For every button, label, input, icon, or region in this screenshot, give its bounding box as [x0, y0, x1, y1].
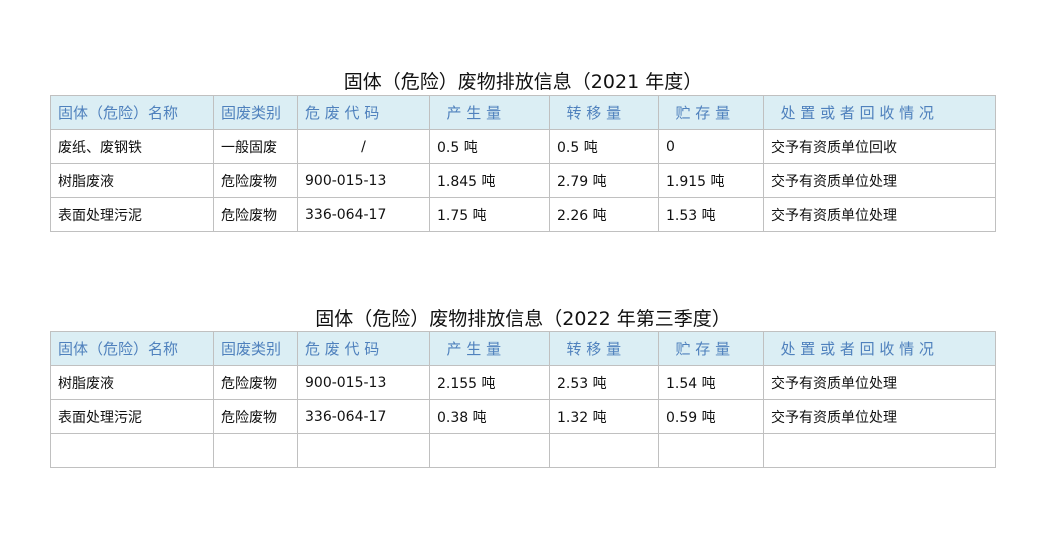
- table-cell: 交予有资质单位处理: [763, 163, 996, 198]
- table-cell: 2.79 吨: [549, 163, 659, 198]
- table-cell: 0.5 吨: [549, 129, 659, 164]
- column-header: 转 移 量: [549, 95, 659, 130]
- table-cell: 2.53 吨: [549, 365, 659, 400]
- table-cell: 表面处理污泥: [50, 197, 214, 232]
- table-cell: /: [297, 129, 430, 164]
- table-cell: 0: [658, 129, 764, 164]
- table-cell: 0.5 吨: [429, 129, 550, 164]
- header-row: 固体（危险）名称 固废类别危 废 代 码 产 生 量 转 移 量 贮 存 量 处 …: [50, 95, 996, 130]
- column-header: 固废类别: [213, 331, 298, 366]
- table-cell: 一般固废: [213, 129, 298, 164]
- table-cell: 危险废物: [213, 163, 298, 198]
- table-cell: 危险废物: [213, 365, 298, 400]
- table-cell: 0.59 吨: [658, 399, 764, 434]
- table-cell: 2.26 吨: [549, 197, 659, 232]
- table-cell: 1.53 吨: [658, 197, 764, 232]
- table-cell: 交予有资质单位处理: [763, 399, 996, 434]
- column-header: 危 废 代 码: [297, 95, 430, 130]
- table-cell: 336-064-17: [297, 197, 430, 232]
- column-header: 处 置 或 者 回 收 情 况: [763, 331, 996, 366]
- table-cell: 1.32 吨: [549, 399, 659, 434]
- column-header: 固体（危险）名称: [50, 331, 214, 366]
- table-cell: 900-015-13: [297, 163, 430, 198]
- column-header: 贮 存 量: [658, 331, 764, 366]
- table-cell: 1.845 吨: [429, 163, 550, 198]
- table-cell: [213, 433, 298, 468]
- table-cell: [658, 433, 764, 468]
- column-header: 固废类别: [213, 95, 298, 130]
- table-cell: 1.54 吨: [658, 365, 764, 400]
- column-header: 固体（危险）名称: [50, 95, 214, 130]
- table-cell: 900-015-13: [297, 365, 430, 400]
- table-cell: 树脂废液: [50, 365, 214, 400]
- table-row: 树脂废液 危险废物 900-015-13 1.845 吨 2.79 吨 1.915 吨交予…: [50, 163, 996, 198]
- table-cell: 废纸、废钢铁: [50, 129, 214, 164]
- table-row: 废纸、废钢铁 一般固废/0.5 吨 0.5 吨 0 交予有资质单位回收: [50, 129, 996, 164]
- column-header: 危 废 代 码: [297, 331, 430, 366]
- table-cell: [297, 433, 430, 468]
- table-cell: 1.915 吨: [658, 163, 764, 198]
- table-cell: 2.155 吨: [429, 365, 550, 400]
- table-row: 表面处理污泥 危险废物 336-064-17 0.38 吨 1.32 吨 0.59 吨交予…: [50, 399, 996, 434]
- table1-title: 固体（危险）废物排放信息（2021 年度）: [343, 71, 703, 93]
- column-header: 产 生 量: [429, 331, 550, 366]
- column-header: 贮 存 量: [658, 95, 764, 130]
- table-cell: 交予有资质单位回收: [763, 129, 996, 164]
- table-cell: 交予有资质单位处理: [763, 365, 996, 400]
- table-cell: 1.75 吨: [429, 197, 550, 232]
- table-cell: 0.38 吨: [429, 399, 550, 434]
- column-header: 处 置 或 者 回 收 情 况: [763, 95, 996, 130]
- column-header: 转 移 量: [549, 331, 659, 366]
- table-row: 表面处理污泥 危险废物 336-064-17 1.75 吨 2.26 吨 1.53 吨交予…: [50, 197, 996, 232]
- header-row: 固体（危险）名称 固废类别危 废 代 码 产 生 量 转 移 量 贮 存 量 处 …: [50, 331, 996, 366]
- table2-title: 固体（危险）废物排放信息（2022 年第三季度）: [315, 308, 731, 330]
- table1: 固体（危险）名称 固废类别危 废 代 码 产 生 量 转 移 量 贮 存 量 处 …: [50, 95, 996, 232]
- table-cell: [549, 433, 659, 468]
- table-cell: 336-064-17: [297, 399, 430, 434]
- table-cell: 危险废物: [213, 399, 298, 434]
- column-header: 产 生 量: [429, 95, 550, 130]
- table-cell: [50, 433, 214, 468]
- table2: 固体（危险）名称 固废类别危 废 代 码 产 生 量 转 移 量 贮 存 量 处 …: [50, 331, 996, 468]
- table-row: [50, 433, 996, 468]
- table-cell: 表面处理污泥: [50, 399, 214, 434]
- table-cell: [429, 433, 550, 468]
- table-cell: [763, 433, 996, 468]
- table-cell: 交予有资质单位处理: [763, 197, 996, 232]
- table-row: 树脂废液 危险废物 900-015-13 2.155 吨 2.53 吨 1.54 吨交予有…: [50, 365, 996, 400]
- table-cell: 树脂废液: [50, 163, 214, 198]
- table-cell: 危险废物: [213, 197, 298, 232]
